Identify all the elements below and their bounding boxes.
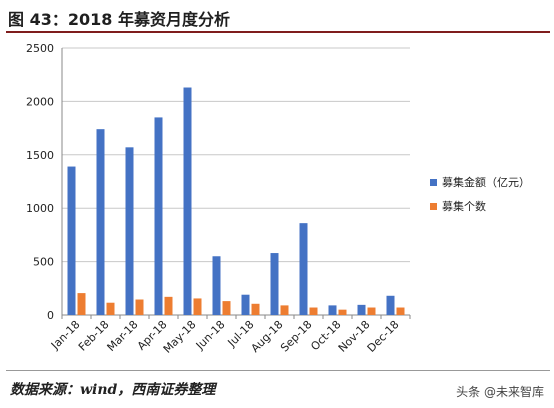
bar-amount: [125, 147, 134, 315]
bar-count: [222, 301, 231, 315]
source-note: 数据来源：wind，西南证券整理: [10, 382, 216, 398]
y-tick-label: 500: [33, 256, 54, 269]
source-divider: [6, 370, 550, 371]
y-tick-label: 0: [47, 309, 54, 322]
legend-label-amount: 募集金额（亿元）: [442, 175, 530, 189]
bar-chart: Jan-18Feb-18Mar-18Apr-18May-18Jun-18Jul-…: [26, 42, 530, 356]
axes: [61, 48, 411, 319]
bar-amount: [67, 166, 76, 315]
x-tick-label: Aug-18: [249, 318, 286, 355]
legend-swatch-count: [430, 203, 437, 210]
y-tick-label: 2500: [26, 42, 54, 55]
bar-count: [164, 296, 173, 315]
legend: 募集金额（亿元） 募集个数: [430, 175, 530, 213]
bar-count: [77, 293, 86, 315]
title-divider: [6, 31, 550, 33]
bar-amount: [212, 256, 221, 315]
x-tick-label: Mar-18: [105, 318, 141, 354]
page-title: 图 43：2018 年募资月度分析: [8, 10, 230, 29]
legend-label-count: 募集个数: [442, 199, 486, 213]
bar-count: [396, 307, 405, 315]
x-tick-label: Jan-18: [48, 318, 83, 353]
x-tick-label: Sep-18: [278, 318, 315, 355]
legend-swatch-amount: [430, 179, 437, 186]
bar-count: [106, 302, 115, 315]
bar-amount: [96, 129, 105, 315]
x-tick-label: May-18: [161, 318, 199, 356]
x-tick-label: Jun-18: [193, 318, 228, 353]
watermark: 头条 @未来智库: [456, 385, 544, 399]
bar-count: [280, 305, 289, 315]
bar-count: [135, 299, 144, 315]
x-tick-label: Feb-18: [76, 318, 112, 354]
bar-count: [251, 303, 260, 315]
bars: [67, 87, 405, 316]
bar-count: [367, 307, 376, 315]
y-tick-label: 1000: [26, 202, 54, 215]
y-tick-label: 1500: [26, 149, 54, 162]
bar-count: [309, 307, 318, 315]
y-tick-label: 2000: [26, 95, 54, 108]
bar-amount: [357, 304, 366, 315]
bar-amount: [328, 305, 337, 315]
bar-amount: [299, 223, 308, 315]
y-tick-labels: 0 500 1000 1500 2000 2500: [26, 42, 54, 322]
bar-amount: [154, 117, 163, 315]
x-tick-labels: Jan-18Feb-18Mar-18Apr-18May-18Jun-18Jul-…: [48, 318, 402, 356]
bar-amount: [386, 295, 395, 315]
bar-count: [193, 298, 202, 315]
gridlines: [62, 47, 410, 263]
bar-amount: [183, 87, 192, 316]
bar-amount: [241, 294, 250, 315]
bar-amount: [270, 253, 279, 315]
bar-count: [338, 309, 347, 315]
x-tick-label: Dec-18: [365, 318, 402, 355]
